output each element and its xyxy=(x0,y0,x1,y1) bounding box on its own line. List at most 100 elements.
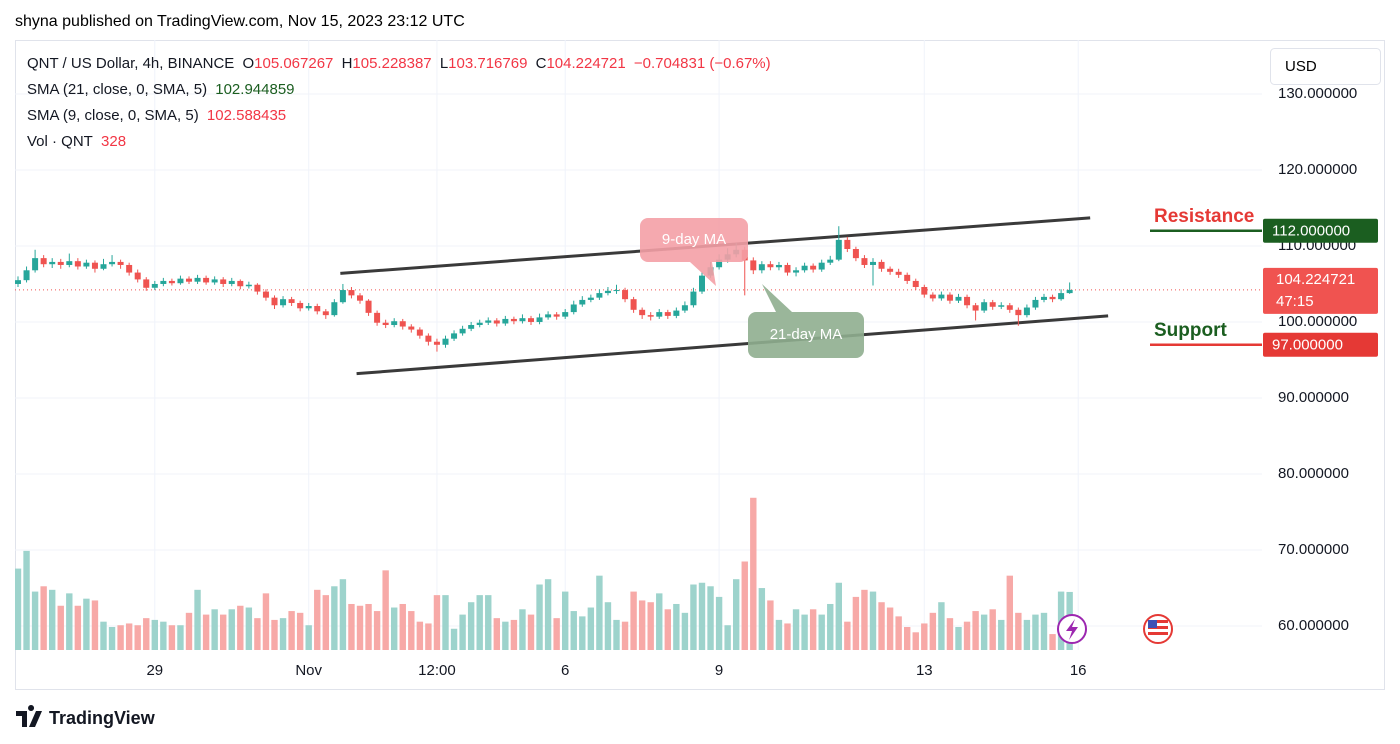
high-value: 105.228387 xyxy=(352,55,432,72)
candle-body xyxy=(758,264,765,271)
volume-bar xyxy=(1006,575,1013,650)
volume-bar xyxy=(485,595,492,650)
flag-icon[interactable] xyxy=(1143,614,1173,644)
volume-bar xyxy=(544,579,552,650)
volume-bar xyxy=(673,603,680,650)
level-price-label: 97.000000 xyxy=(1272,337,1343,354)
volume-bar xyxy=(143,618,150,650)
volume-bar xyxy=(271,619,278,650)
volume-bar xyxy=(844,621,851,650)
volume-bar xyxy=(972,611,979,650)
candle-body xyxy=(690,291,697,306)
candle-body xyxy=(126,264,133,273)
volume-bar xyxy=(1049,634,1056,650)
candle-body xyxy=(493,320,500,324)
volume-legend: Vol · QNT 328 xyxy=(27,132,130,152)
legend-value: 102.944859 xyxy=(215,81,295,98)
candle-body xyxy=(878,261,885,269)
candle-body xyxy=(160,280,167,284)
candle-body xyxy=(1049,296,1056,300)
candle-body xyxy=(228,280,235,284)
volume-bar xyxy=(151,619,158,650)
candle-body xyxy=(716,259,723,268)
volume-bar xyxy=(955,626,962,650)
volume-bar xyxy=(117,625,124,650)
volume-bar xyxy=(322,595,329,650)
candle-body xyxy=(981,302,988,311)
level-price-box xyxy=(1263,332,1378,357)
candle-body xyxy=(519,318,526,322)
volume-bar xyxy=(459,614,466,650)
volume-bar xyxy=(852,596,860,650)
volume-bar xyxy=(638,600,646,650)
currency[interactable]: USD xyxy=(1285,58,1317,75)
volume-bar xyxy=(1032,614,1039,650)
candle-body xyxy=(852,249,859,259)
candle-body xyxy=(1041,296,1047,300)
candle-body xyxy=(1066,289,1073,294)
volume-bar xyxy=(502,621,509,650)
flag-stripe xyxy=(1148,632,1168,635)
candle-body xyxy=(955,296,962,301)
candle-body xyxy=(66,261,73,265)
usd-button-box[interactable] xyxy=(1270,48,1381,85)
candle-body xyxy=(459,328,466,334)
candle-body xyxy=(536,317,543,322)
level-price-box xyxy=(1263,218,1378,243)
icon-bolt[interactable] xyxy=(1066,619,1078,640)
open-label: O xyxy=(242,55,255,72)
volume-bar xyxy=(510,619,518,650)
volume-bar xyxy=(314,589,321,650)
candle-body xyxy=(374,312,381,323)
volume-bar xyxy=(587,607,595,650)
volume-bar xyxy=(963,621,971,650)
candle-body xyxy=(1058,293,1065,300)
candle-body xyxy=(331,302,338,316)
volume-bar xyxy=(365,603,372,650)
candle-body xyxy=(365,300,372,313)
volume-bar xyxy=(416,621,424,650)
candle-body xyxy=(998,305,1005,307)
grid xyxy=(15,40,1262,650)
candle-body xyxy=(699,275,705,292)
volume-bar xyxy=(621,621,629,650)
trend-line xyxy=(356,314,1109,376)
candle-body xyxy=(793,270,800,273)
volume-bar xyxy=(433,595,441,650)
candle-body xyxy=(904,274,911,281)
y-tick-label: 120.000000 xyxy=(1278,161,1357,178)
open-value: 105.067267 xyxy=(254,55,334,72)
volume-bar xyxy=(177,625,184,650)
volume-bar xyxy=(83,598,90,650)
candle-body xyxy=(681,305,688,311)
callout-pointer xyxy=(690,262,716,286)
callout-pointer xyxy=(762,284,792,312)
volume-bar xyxy=(279,618,287,650)
candle-body xyxy=(656,312,663,317)
volume-bar xyxy=(895,616,902,650)
flag-stripe xyxy=(1148,626,1168,629)
price-scale: 60.000000 70.000000 80.000000 90.000000 100.… xyxy=(1263,85,1378,634)
volume-bar xyxy=(49,589,56,650)
candle-body xyxy=(40,258,47,265)
volume-bar xyxy=(382,570,389,650)
candle-body xyxy=(596,293,603,298)
volume-bar xyxy=(690,584,697,650)
chart-frame xyxy=(15,40,1385,690)
candle-body xyxy=(451,333,458,339)
candle-body xyxy=(339,290,346,303)
candle-body xyxy=(827,259,834,263)
candle-body xyxy=(750,260,757,271)
countdown-label: 47:15 xyxy=(1276,293,1314,310)
candle-body xyxy=(1015,309,1022,316)
volume-bar xyxy=(108,626,116,650)
candle-body xyxy=(382,322,389,326)
volume-bar xyxy=(775,619,783,650)
lightning-icon[interactable] xyxy=(1057,614,1087,644)
usd-button[interactable]: USD xyxy=(1270,48,1381,85)
volume-bar xyxy=(31,591,39,650)
volume-bar xyxy=(450,628,458,650)
volume-bar xyxy=(305,625,312,650)
candle-body xyxy=(134,272,141,280)
volume-bar xyxy=(356,605,364,650)
